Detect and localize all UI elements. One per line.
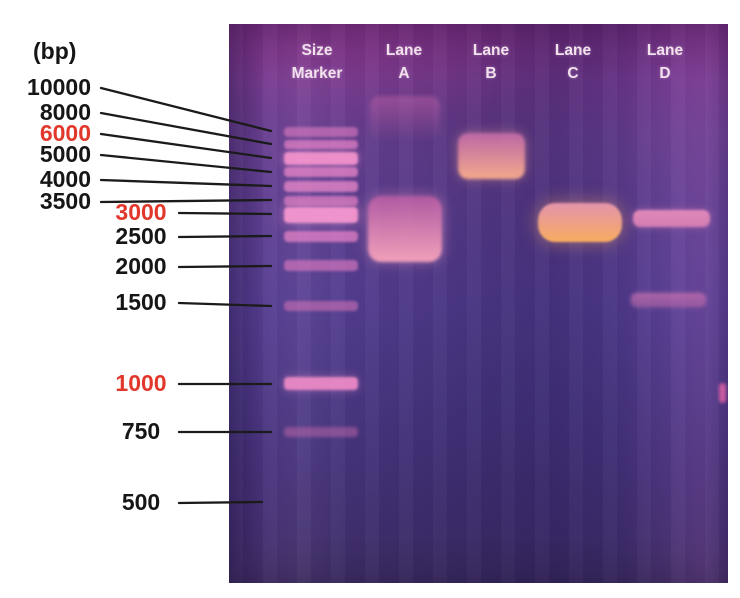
lane-header-line1: Size [301,42,333,59]
lane-header-marker: Size Marker [292,39,343,85]
marker-band-3500 [284,196,358,206]
size-label-3500: 3500 [39,187,91,214]
marker-band-1500 [284,301,358,311]
marker-band-750 [284,427,358,437]
size-label-750: 750 [121,417,161,444]
lane-b-band-2 [458,133,525,179]
marker-band-10000 [284,127,358,137]
lane-header-line1: Lane [385,42,423,59]
lane-header-a: Lane A [386,39,422,85]
marker-band-3000 [284,207,358,223]
lane-header-b: Lane B [473,39,509,85]
lane-d-band-4 [633,210,710,227]
size-label-2500: 2500 [115,222,167,249]
lane-c-band-3 [538,203,622,242]
size-label-4000: 4000 [39,165,91,192]
lane-header-line1: Lane [554,42,592,59]
size-label-6000: 6000 [39,119,91,146]
bands-layer [229,24,728,583]
size-label-5000: 5000 [39,140,91,167]
lane-header-d: Lane D [647,39,683,85]
marker-band-8000 [284,140,358,149]
lane-header-line2: C [567,65,579,82]
size-label-3000: 3000 [115,198,167,225]
lane-header-line2: A [398,65,410,82]
size-label-2000: 2000 [115,252,167,279]
bp-unit-label: (bp) [33,37,77,64]
lane-header-line2: D [659,65,671,82]
lane-header-line2: B [485,65,497,82]
lane-a-smear-1 [368,196,442,262]
marker-band-2500 [284,231,358,242]
marker-band-4000 [284,181,358,192]
lane-headers: Size Marker Lane A Lane B Lane C Lane D [229,24,728,583]
marker-band-1000 [284,377,358,390]
gel-edge-artifact [719,383,726,403]
size-label-10000: 10000 [27,73,91,100]
lane-header-line1: Lane [646,42,684,59]
size-label-1500: 1500 [115,288,167,315]
marker-band-5000 [284,167,358,177]
lane-header-c: Lane C [555,39,591,85]
lane-header-line1: Lane [472,42,510,59]
marker-band-2000 [284,260,358,271]
size-label-8000: 8000 [39,98,91,125]
lane-d-band-5 [631,293,706,307]
marker-band-6000 [284,152,358,165]
size-label-500: 500 [121,488,161,515]
lane-a-well-smear-0 [370,96,440,142]
lane-header-line2: Marker [291,65,343,82]
size-label-1000: 1000 [115,369,167,396]
gel-image: Size Marker Lane A Lane B Lane C Lane D [229,24,728,583]
